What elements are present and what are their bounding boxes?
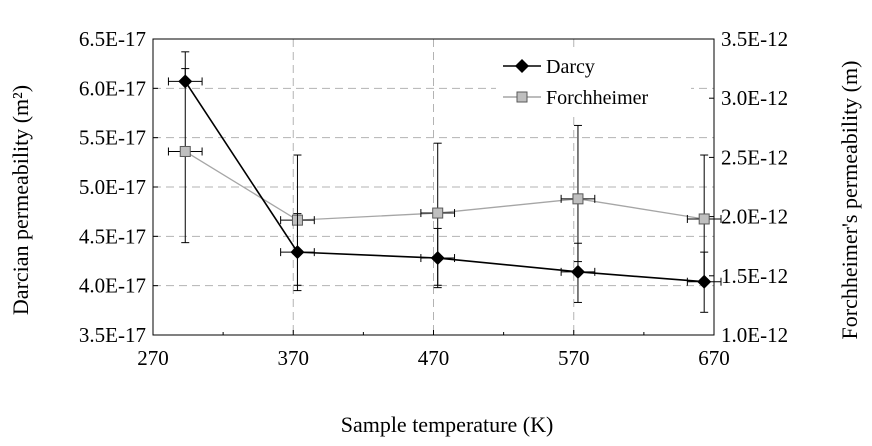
y-right-tick-label: 2.5E-12 (721, 145, 788, 169)
legend: Darcy Forchheimer (496, 49, 691, 113)
y-left-tick-label: 4.5E-17 (79, 224, 146, 248)
data-point-darcy (178, 74, 193, 89)
y-right-tick-label: 2.0E-12 (721, 205, 788, 229)
y-axis-right-title: Forchheimer's permeability (m) (837, 61, 862, 340)
y-right-tick-label: 1.5E-12 (721, 264, 788, 288)
axis-ticks: 270 370 470 570 670 3.5E-17 4.0E-17 4.5E-17 5.0E… (79, 27, 788, 370)
legend-background (496, 49, 691, 113)
legend-marker-darcy (515, 59, 529, 73)
legend-marker-forchheimer (516, 91, 528, 103)
y-left-tick-label: 3.5E-17 (79, 323, 146, 347)
grid-lines (153, 39, 714, 335)
x-tick-label: 570 (558, 346, 590, 370)
series-layer (167, 51, 722, 313)
x-tick-label: 470 (418, 346, 450, 370)
legend-label-darcy: Darcy (546, 56, 595, 78)
y-axis-left-title: Darcian permeability (m²) (8, 85, 33, 315)
series-darcy (167, 51, 722, 313)
y-left-tick-label: 4.0E-17 (79, 274, 146, 298)
y-left-tick-label: 6.5E-17 (79, 27, 146, 51)
y-left-tick-label: 5.5E-17 (79, 126, 146, 150)
y-left-tick-label: 5.0E-17 (79, 175, 146, 199)
data-point-darcy (697, 274, 712, 289)
x-tick-label: 670 (698, 346, 730, 370)
data-point-forchheimer (698, 213, 710, 225)
series-forchheimer (167, 68, 722, 286)
data-point-forchheimer (432, 207, 444, 219)
x-tick-label: 370 (278, 346, 310, 370)
data-point-forchheimer (572, 193, 584, 205)
y-right-tick-label: 3.0E-12 (721, 86, 788, 110)
data-point-darcy (290, 245, 305, 260)
y-left-tick-label: 6.0E-17 (79, 76, 146, 100)
y-right-tick-label: 1.0E-12 (721, 323, 788, 347)
x-axis-title: Sample temperature (K) (341, 412, 554, 437)
series-line-forchheimer (184, 150, 705, 221)
y-right-tick-label: 3.5E-12 (721, 27, 788, 51)
data-point-darcy (430, 251, 445, 266)
legend-label-forchheimer: Forchheimer (546, 87, 649, 109)
data-point-darcy (570, 264, 585, 279)
x-tick-label: 270 (137, 346, 169, 370)
data-point-forchheimer (179, 145, 191, 157)
